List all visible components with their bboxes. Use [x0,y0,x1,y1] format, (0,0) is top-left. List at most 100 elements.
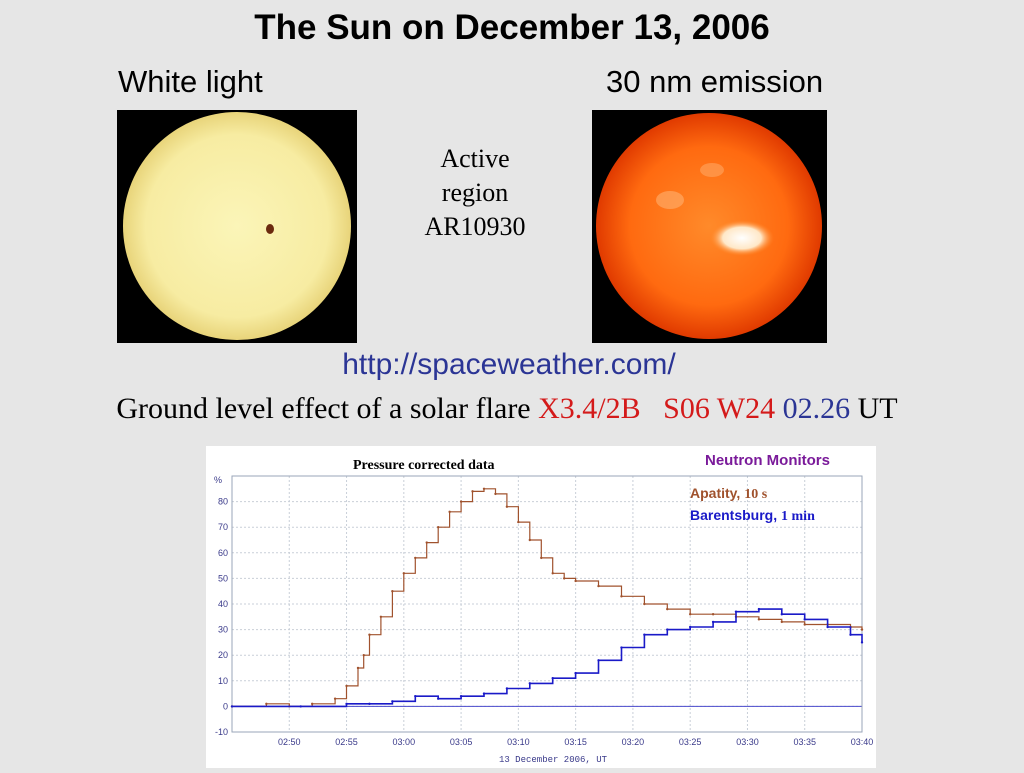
data-point-barentsburg [551,677,554,680]
x-tick-label: 02:55 [335,737,358,747]
data-point-apatity [540,556,543,560]
spaceweather-link[interactable]: http://spaceweather.com/ [342,348,676,381]
y-tick-label: 20 [218,650,228,660]
emission-patch [656,191,684,209]
data-point-apatity [459,500,463,503]
x-tick-label: 03:35 [793,737,816,747]
neutron-monitor-chart-svg: -10 0 10 20 30 40 50 60 70 80 02:50 02:55 03:00 03:0… [206,446,876,768]
x-tick-label: 03:40 [851,737,874,747]
x-tick-label: 03:15 [564,737,587,747]
data-point-barentsburg [414,694,417,698]
data-point-apatity [345,684,348,688]
emission-label: 30 nm emission [606,64,824,99]
data-point-barentsburg [826,625,829,629]
plot-frame [231,475,863,733]
data-point-apatity [356,666,360,670]
data-point-barentsburg [803,618,806,621]
legend-series-resolution: 1 min [781,509,815,524]
white-light-label: White light [118,64,263,99]
data-point-apatity [265,702,268,706]
data-point-barentsburg [757,607,761,611]
y-tick-label: 10 [218,676,228,686]
neutron-monitor-chart: -10 0 10 20 30 40 50 60 70 80 02:50 02:55 03:00 03:0… [206,446,876,768]
legend-entry-apatity: Apatity, 10 s [690,485,768,502]
data-point-barentsburg [391,700,394,703]
chart-series [230,487,864,708]
data-point-barentsburg [505,687,509,690]
data-point-barentsburg [436,697,440,700]
data-point-apatity [448,510,451,514]
y-tick-labels: -10 0 10 20 30 40 50 60 70 80 [215,497,228,737]
data-point-apatity [643,602,646,606]
chart-title: Pressure corrected data [353,458,495,473]
data-point-apatity [368,633,371,636]
x-axis-label: 13 December 2006, UT [499,755,608,765]
flare-class: X3.4/2B [538,392,641,425]
data-point-barentsburg [230,705,234,708]
emission-sun-image [592,110,827,343]
data-point-apatity [436,526,440,529]
flare-location: S06 W24 [663,392,776,425]
data-point-apatity [780,620,784,624]
legend-series-resolution: 10 s [744,487,768,502]
data-point-apatity [482,487,486,490]
y-tick-label: 80 [218,497,228,507]
data-point-apatity [379,615,383,618]
data-point-apatity [620,595,623,598]
annotation-line-3: AR10930 [424,212,526,241]
legend-title: Neutron Monitors [705,452,830,469]
data-point-apatity [414,556,417,560]
data-point-apatity [528,538,532,542]
annotation-line-2: region [441,178,509,207]
data-point-apatity [688,613,692,616]
data-point-apatity [562,577,566,580]
flare-time: 02.26 [782,392,851,425]
y-tick-label: 50 [218,573,228,583]
x-tick-label: 02:50 [278,737,301,747]
x-tick-label: 03:00 [393,737,416,747]
flare-caption: Ground level effect of a solar flare X3.… [0,392,1014,426]
y-tick-label: 40 [218,599,228,609]
y-tick-label: 30 [218,625,228,635]
emission-patch [700,163,724,177]
data-point-barentsburg [666,628,669,631]
data-point-apatity [471,490,474,493]
legend-series-name: Barentsburg, [690,507,781,523]
white-light-sun-disk [123,112,351,340]
data-point-apatity [402,572,406,575]
y-tick-label: 70 [218,522,228,532]
data-point-barentsburg [620,646,623,649]
y-tick-label: 60 [218,548,228,558]
active-region-annotation: Active region AR10930 [400,142,550,244]
y-axis-label: % [214,475,222,485]
data-point-barentsburg [528,682,532,685]
legend-series-name: Apatity, [690,485,744,501]
data-point-barentsburg [780,613,784,616]
data-point-barentsburg [345,702,348,706]
x-tick-label: 03:30 [736,737,759,747]
data-point-apatity [551,572,554,575]
data-point-apatity [362,654,365,657]
x-tick-label: 03:05 [450,737,473,747]
x-tick-labels: 02:50 02:55 03:00 03:05 03:10 03:15 03:20 03:25… [278,737,873,747]
data-point-barentsburg [734,610,738,613]
sunspot-marker [266,224,274,234]
data-point-apatity [505,505,509,508]
data-point-apatity [333,697,337,700]
slide-title: The Sun on December 13, 2006 [254,8,770,47]
emission-sun-disk [596,113,822,339]
data-point-barentsburg [482,692,486,695]
x-tick-label: 03:25 [679,737,702,747]
data-point-apatity [310,702,314,706]
y-tick-label: 0 [223,701,228,711]
data-point-apatity [666,607,669,611]
flare-caption-text: Ground level effect of a solar flare [116,392,531,425]
data-point-apatity [597,584,600,588]
flare-time-unit: UT [857,392,898,425]
data-point-barentsburg [849,633,852,636]
data-point-barentsburg [368,702,371,706]
data-point-apatity [803,623,806,626]
data-point-apatity [757,618,761,621]
chart-legend: Apatity, 10 s Barentsburg, 1 min [690,485,815,524]
legend-entry-barentsburg: Barentsburg, 1 min [690,507,815,524]
